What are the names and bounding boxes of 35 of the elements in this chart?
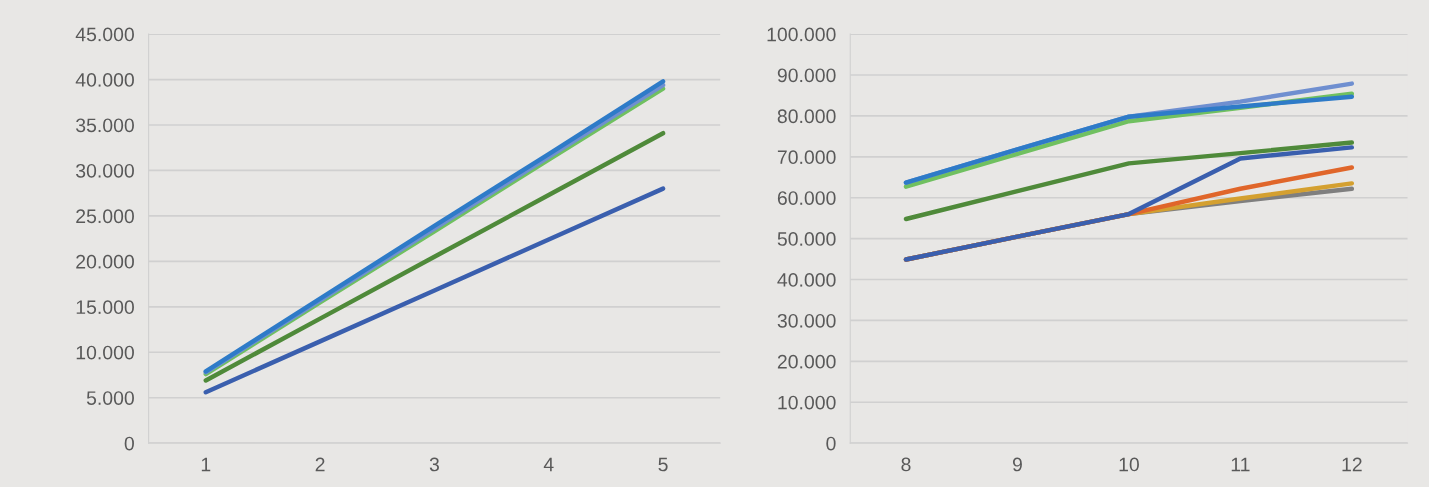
x-tick-label: 1 [201,457,211,472]
y-tick-label: 45.000 [75,27,134,42]
line-series [203,130,666,383]
y-tick-label: 10.000 [778,395,836,410]
y-tick-label: 80.000 [777,109,836,124]
y-tick-label: 60.000 [777,191,836,205]
y-tick-label: 25.000 [76,209,134,224]
y-tick-label: 20.000 [777,354,836,369]
y-tick-label: 70.000 [777,150,836,165]
y-tick-label: 40.000 [75,73,134,87]
y-tick-label: 5.000 [86,391,134,405]
y-tick-label: 40.000 [777,273,836,287]
x-tick-label: 4 [543,457,554,472]
y-tick-label: 15.000 [76,300,134,315]
x-tick-label: 8 [901,457,911,472]
x-tick-label: 12 [1342,457,1362,472]
y-tick-label: 30.000 [76,163,134,178]
x-tick-label: 3 [429,457,439,472]
x-tick-label: 5 [658,457,668,472]
y-tick-label: 35.000 [76,118,134,133]
x-tick-label: 10 [1119,457,1139,472]
x-tick-label: 11 [1231,457,1250,472]
y-tick-label: 50.000 [777,232,836,246]
x-tick-label: 2 [315,457,325,472]
line-series [903,140,1355,222]
line-series [903,145,1355,262]
x-tick-label: 9 [1012,457,1022,472]
y-tick-label: 100.000 [767,27,836,42]
y-tick-label: 30.000 [777,313,836,328]
y-tick-label: 20.000 [76,254,134,269]
y-tick-label: 10.000 [76,345,134,360]
line-series [203,186,666,395]
y-tick-label: 0 [124,436,134,451]
y-tick-label: 90.000 [777,68,836,83]
y-tick-label: 0 [826,436,836,451]
